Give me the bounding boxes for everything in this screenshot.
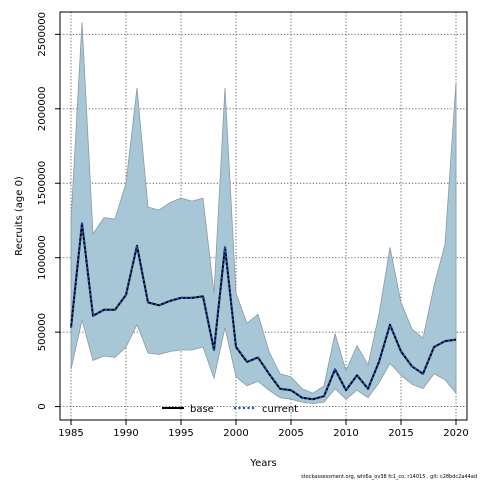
plot-frame — [59, 11, 468, 421]
footnote: stockassessment.org, whi6a_ov38 fc1_co, … — [301, 474, 477, 480]
x-axis-title: Years — [249, 458, 276, 469]
y-axis-title: Recruits (age 0) — [14, 176, 25, 256]
x-tick-label: 2005 — [278, 428, 303, 439]
legend-label-current: current — [262, 404, 298, 415]
x-tick-label: 1985 — [58, 428, 83, 439]
x-tick-label: 1995 — [168, 428, 193, 439]
legend: base current — [162, 404, 298, 415]
series-lines — [69, 222, 457, 401]
x-axis-ticks: 1985 1990 1995 2000 2005 2010 2015 2020 — [58, 420, 469, 439]
y-tick-label: 1000000 — [37, 235, 48, 280]
y-tick-label: 500000 — [37, 313, 48, 351]
y-tick-label: 1500000 — [37, 161, 48, 206]
legend-label-base: base — [190, 404, 214, 415]
x-tick-label: 1990 — [113, 428, 138, 439]
x-tick-label: 2015 — [388, 428, 413, 439]
x-tick-label: 2010 — [333, 428, 358, 439]
y-tick-label: 2500000 — [37, 12, 48, 57]
y-tick-label: 0 — [37, 403, 48, 409]
y-tick-label: 2000000 — [37, 87, 48, 132]
x-tick-label: 2020 — [443, 428, 468, 439]
confidence-band-area — [70, 22, 457, 405]
series-line-current — [69, 222, 457, 401]
x-tick-label: 2000 — [223, 428, 248, 439]
confidence-band — [70, 22, 457, 405]
y-axis-ticks: 0 500000 1000000 1500000 2000000 2500000 — [37, 12, 60, 410]
